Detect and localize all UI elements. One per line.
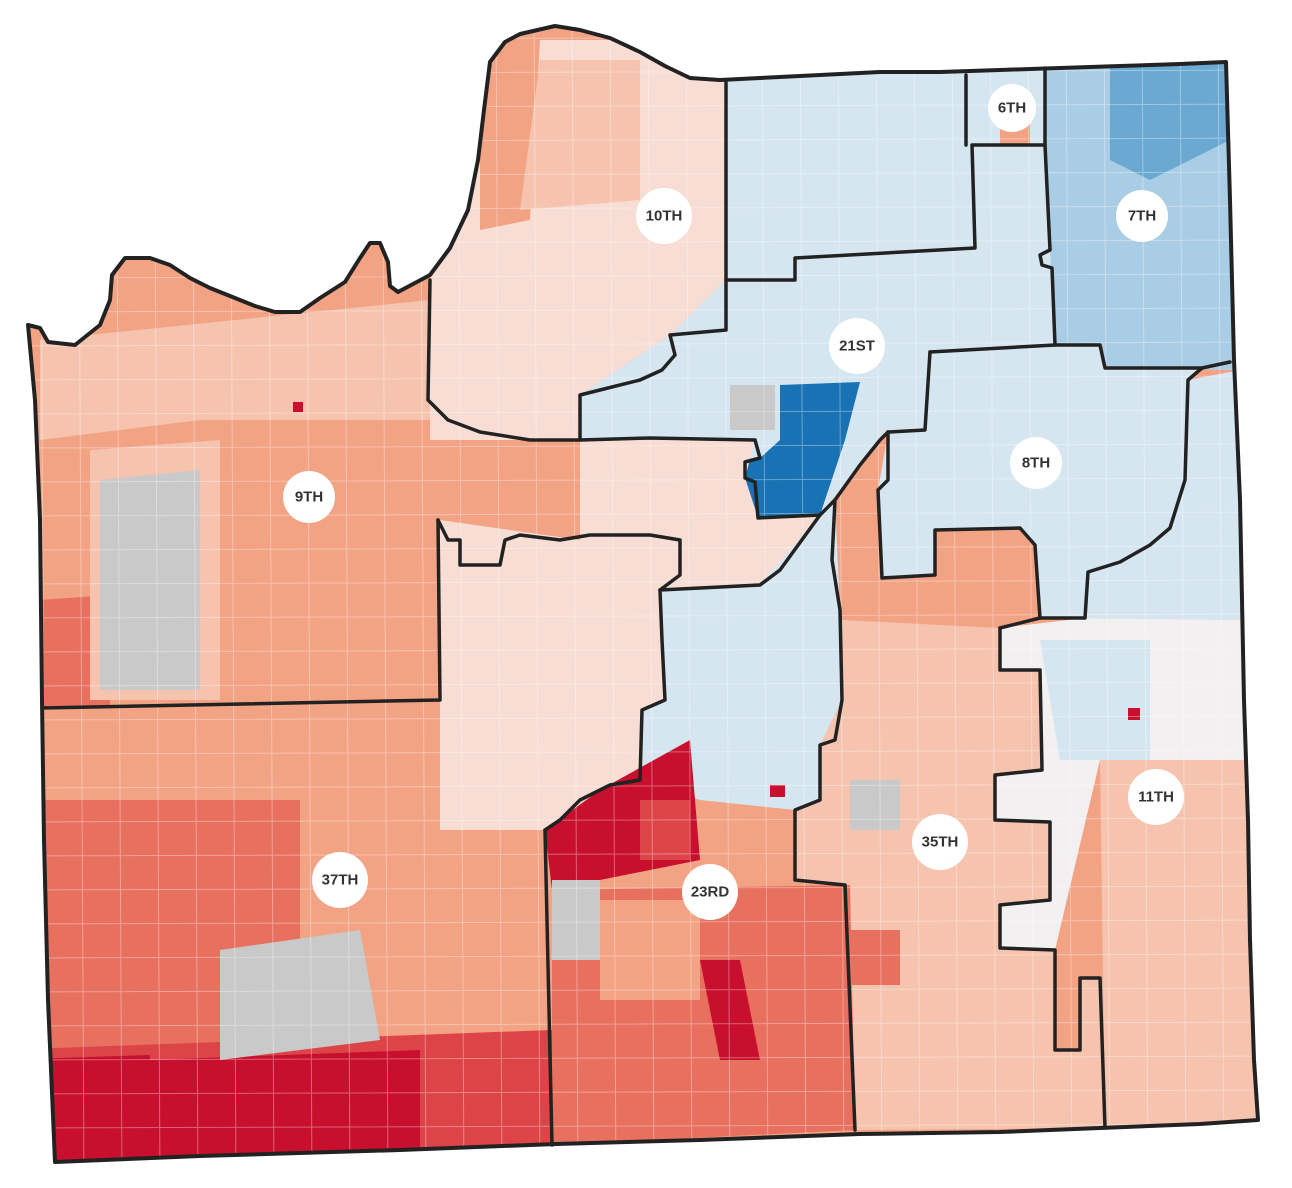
district-label-text: 23RD <box>691 884 730 901</box>
district-label-d7[interactable]: 7TH <box>1116 190 1168 242</box>
precinct-region <box>795 620 1105 1130</box>
district-label-badge <box>1010 437 1062 489</box>
district-label-d6[interactable]: 6TH <box>988 84 1036 132</box>
district-label-d35[interactable]: 35TH <box>912 814 968 870</box>
district-label-text: 37TH <box>322 872 359 889</box>
district-label-text: 11TH <box>1138 789 1174 806</box>
precinct-region <box>520 60 640 210</box>
precinct-region <box>293 402 303 412</box>
district-label-d21[interactable]: 21ST <box>829 318 885 374</box>
district-label-badge <box>636 188 692 244</box>
district-label-badge <box>1116 190 1168 242</box>
precinct-region <box>600 900 700 1000</box>
precinct-region <box>100 470 200 690</box>
district-label-text: 21ST <box>839 338 875 355</box>
district-label-d37[interactable]: 37TH <box>312 852 368 908</box>
district-label-badge <box>912 814 968 870</box>
precinct-region <box>28 800 300 960</box>
precinct-region <box>850 930 900 985</box>
precinct-region <box>1040 640 1150 760</box>
district-labels: 6TH 7TH 8TH 9TH 10TH 11TH 21ST 23RD 35TH 37TH <box>283 84 1184 920</box>
precinct-region <box>850 780 900 830</box>
district-label-d11[interactable]: 11TH <box>1128 769 1184 825</box>
district-label-text: 7TH <box>1128 208 1156 225</box>
precinct-region <box>220 930 380 1060</box>
district-boundaries <box>40 66 1232 1147</box>
district-label-badge <box>682 864 738 920</box>
precinct-region <box>28 1055 150 1162</box>
district-label-badge <box>1128 769 1184 825</box>
precinct-region <box>642 500 842 810</box>
district-label-d8[interactable]: 8TH <box>1010 437 1062 489</box>
district-label-badge <box>829 318 885 374</box>
district-label-text: 10TH <box>646 208 683 225</box>
district-label-text: 8TH <box>1022 455 1050 472</box>
district-label-text: 6TH <box>998 100 1026 117</box>
district-label-badge <box>988 84 1036 132</box>
district-label-d10[interactable]: 10TH <box>636 188 692 244</box>
precinct-region <box>700 960 760 1060</box>
district-label-text: 35TH <box>922 834 959 851</box>
precinct-region <box>1100 760 1258 1128</box>
district-label-d9[interactable]: 9TH <box>283 471 335 523</box>
precinct-region <box>730 385 775 430</box>
precinct-region <box>40 300 430 440</box>
precinct-region <box>28 960 270 1050</box>
county-outline <box>26 24 1260 1164</box>
precinct-region <box>770 785 785 797</box>
district-label-text: 9TH <box>295 489 323 506</box>
precinct-region <box>1110 62 1230 180</box>
district-label-badge <box>312 852 368 908</box>
precinct-region <box>640 800 690 860</box>
district-label-d23[interactable]: 23RD <box>682 864 738 920</box>
precinct-region <box>745 382 860 518</box>
precinct-region <box>150 1050 420 1162</box>
precinct-region <box>552 880 600 960</box>
district-label-badge <box>283 471 335 523</box>
precinct-region <box>1085 370 1242 620</box>
precinct-region <box>1128 708 1140 720</box>
